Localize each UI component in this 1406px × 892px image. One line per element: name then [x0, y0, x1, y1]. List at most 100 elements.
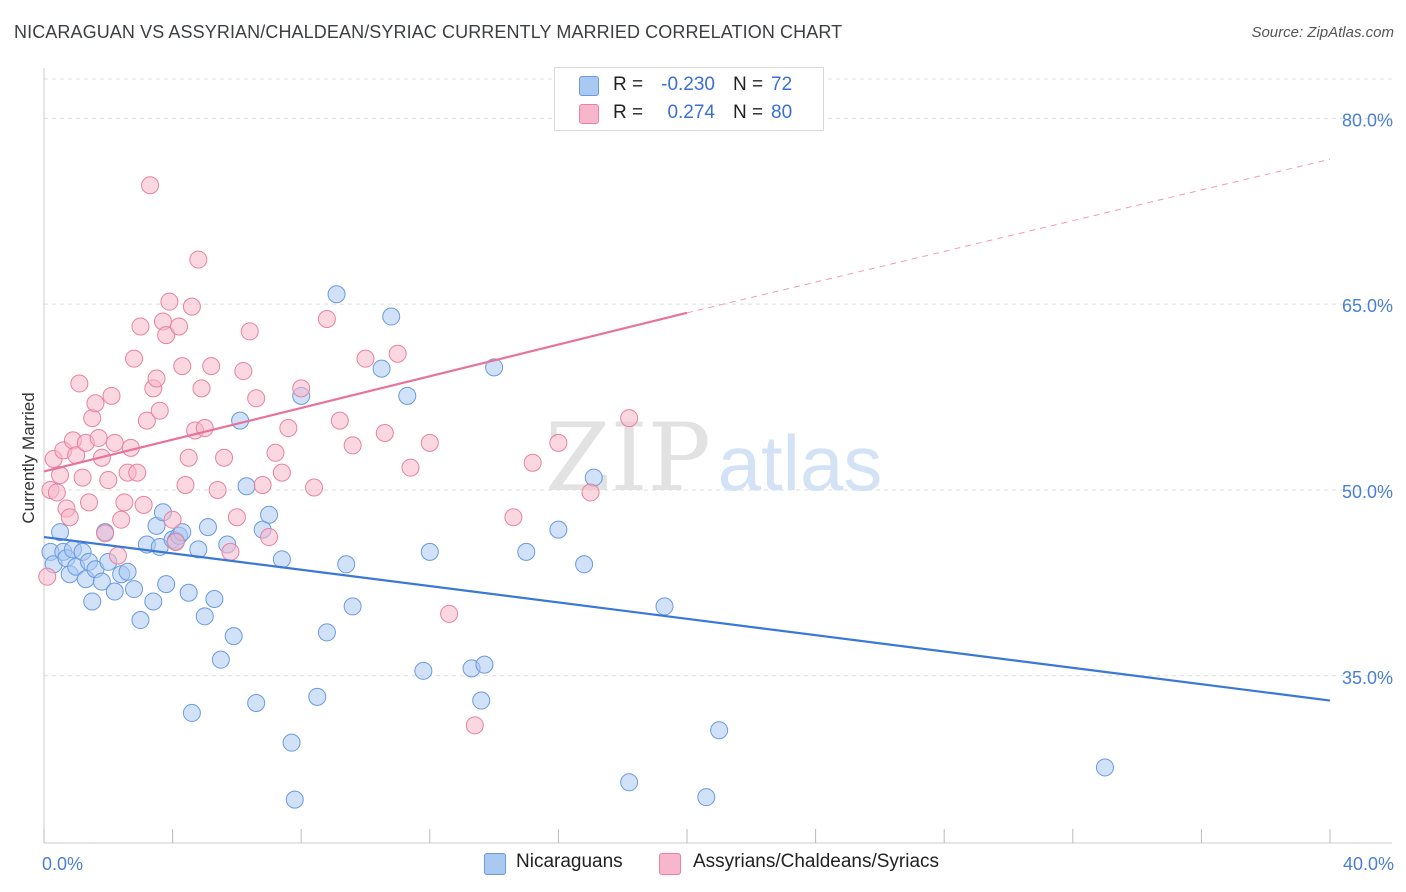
legend-r-value: 0.274: [667, 102, 715, 123]
nicaraguan-point: [189, 540, 208, 559]
x-tick-label: 40.0%: [1343, 854, 1394, 874]
nicaraguan-point: [485, 358, 504, 377]
nicaraguan-point: [472, 691, 491, 710]
nicaraguan-point: [118, 562, 137, 581]
nicaraguan-point: [655, 597, 674, 616]
axes: [43, 68, 1392, 844]
nicaraguan-point: [198, 518, 217, 537]
chart-title: NICARAGUAN VS ASSYRIAN/CHALDEAN/SYRIAC C…: [14, 22, 843, 42]
assyrian-point: [182, 297, 201, 316]
assyrian-point: [89, 428, 108, 447]
nicaraguan-point: [92, 572, 111, 591]
legend-row-nicaraguans: R = -0.230 N = 72: [555, 73, 823, 99]
assyrian-point: [260, 528, 279, 547]
bottom-legend-label: Nicaraguans: [516, 851, 623, 872]
nicaraguan-point: [584, 468, 603, 487]
y-tick-label: 50.0%: [1342, 482, 1393, 502]
nicaraguan-point: [51, 523, 70, 542]
assyrian-point: [240, 322, 259, 341]
assyrian-point: [96, 524, 115, 543]
assyrian-point: [137, 411, 156, 430]
assyrian-trend-extension: [686, 158, 1331, 314]
nicaraguan-point: [382, 307, 401, 326]
assyrian-point: [128, 463, 147, 482]
y-tick-label: 65.0%: [1342, 296, 1393, 316]
nicaraguan-point: [337, 555, 356, 574]
nicaraguan-point: [1095, 758, 1114, 777]
assyrian-point: [179, 448, 198, 467]
assyrian-point: [173, 357, 192, 376]
assyrian-point: [189, 250, 208, 269]
assyrian-point: [70, 374, 89, 393]
nicaraguan-point: [517, 542, 536, 561]
assyrian-point: [115, 493, 134, 512]
nicaraguan-point: [343, 597, 362, 616]
y-tick-label: 35.0%: [1342, 668, 1393, 688]
nicaraguan-point: [620, 773, 639, 792]
bottom-legend-swatch-blue: [484, 853, 506, 875]
assyrian-point: [141, 176, 160, 195]
legend-swatch-pink: [579, 104, 599, 124]
assyrian-point: [208, 480, 227, 499]
assyrian-point: [330, 411, 349, 430]
nicaraguan-trend-line: [43, 535, 1331, 702]
assyrian-point: [356, 349, 375, 368]
nicaraguan-point: [211, 650, 230, 669]
assyrian-point: [272, 463, 291, 482]
nicaraguan-point: [475, 655, 494, 674]
bottom-legend-swatch-pink: [659, 853, 681, 875]
nicaraguan-point: [205, 589, 224, 608]
assyrian-point: [581, 483, 600, 502]
legend-n-label: N =: [733, 102, 764, 123]
assyrian-point: [317, 310, 336, 329]
assyrian-point: [105, 433, 124, 452]
nicaraguan-point: [285, 790, 304, 809]
assyrian-point: [147, 369, 166, 388]
assyrian-point: [131, 317, 150, 336]
legend-swatch-blue: [579, 76, 599, 96]
assyrian-point: [112, 510, 131, 529]
nicaraguan-point: [83, 592, 102, 611]
watermark: ZIP atlas: [545, 404, 882, 513]
nicaraguan-point: [260, 505, 279, 524]
assyrian-point: [523, 453, 542, 472]
assyrian-point: [227, 508, 246, 527]
nicaraguan-point: [125, 580, 144, 599]
assyrian-point: [38, 567, 57, 586]
nicaraguan-point: [195, 607, 214, 626]
watermark-atlas: atlas: [718, 419, 883, 507]
legend-n-label: N =: [733, 74, 764, 95]
x-tick-label: 0.0%: [42, 854, 83, 874]
nicaraguan-point: [237, 477, 256, 496]
legend-r-value: -0.230: [661, 74, 715, 95]
bottom-legend-label: Assyrians/Chaldeans/Syriacs: [693, 851, 940, 872]
tick-labels: 35.0% 50.0% 65.0% 80.0% 0.0% 40.0%: [42, 110, 1394, 874]
assyrian-point: [620, 409, 639, 428]
nicaraguan-point: [144, 592, 163, 611]
assyrian-point: [202, 357, 221, 376]
assyrian-point: [192, 379, 211, 398]
y-axis-label: Currently Married: [19, 392, 38, 523]
assyrian-point: [99, 471, 118, 490]
assyrian-point: [125, 349, 144, 368]
assyrian-point: [60, 508, 79, 527]
assyrian-point: [279, 419, 298, 438]
nicaraguan-point: [549, 520, 568, 539]
assyrian-point: [504, 508, 523, 527]
nicaraguan-point: [327, 285, 346, 304]
nicaraguan-point: [247, 694, 266, 713]
assyrian-point: [160, 292, 179, 311]
nicaraguan-point: [179, 583, 198, 602]
assyrian-point: [292, 379, 311, 398]
legend-n-value: 72: [771, 74, 793, 95]
nicaraguan-point: [697, 788, 716, 807]
nicaraguan-point: [272, 550, 291, 569]
legend-n-value: 80: [771, 102, 793, 123]
assyrian-point: [176, 476, 195, 495]
trend-lines: [43, 158, 1331, 702]
nicaraguan-point: [131, 611, 150, 630]
nicaraguan-point: [282, 733, 301, 752]
assyrian-point: [83, 409, 102, 428]
assyrian-point: [420, 433, 439, 452]
